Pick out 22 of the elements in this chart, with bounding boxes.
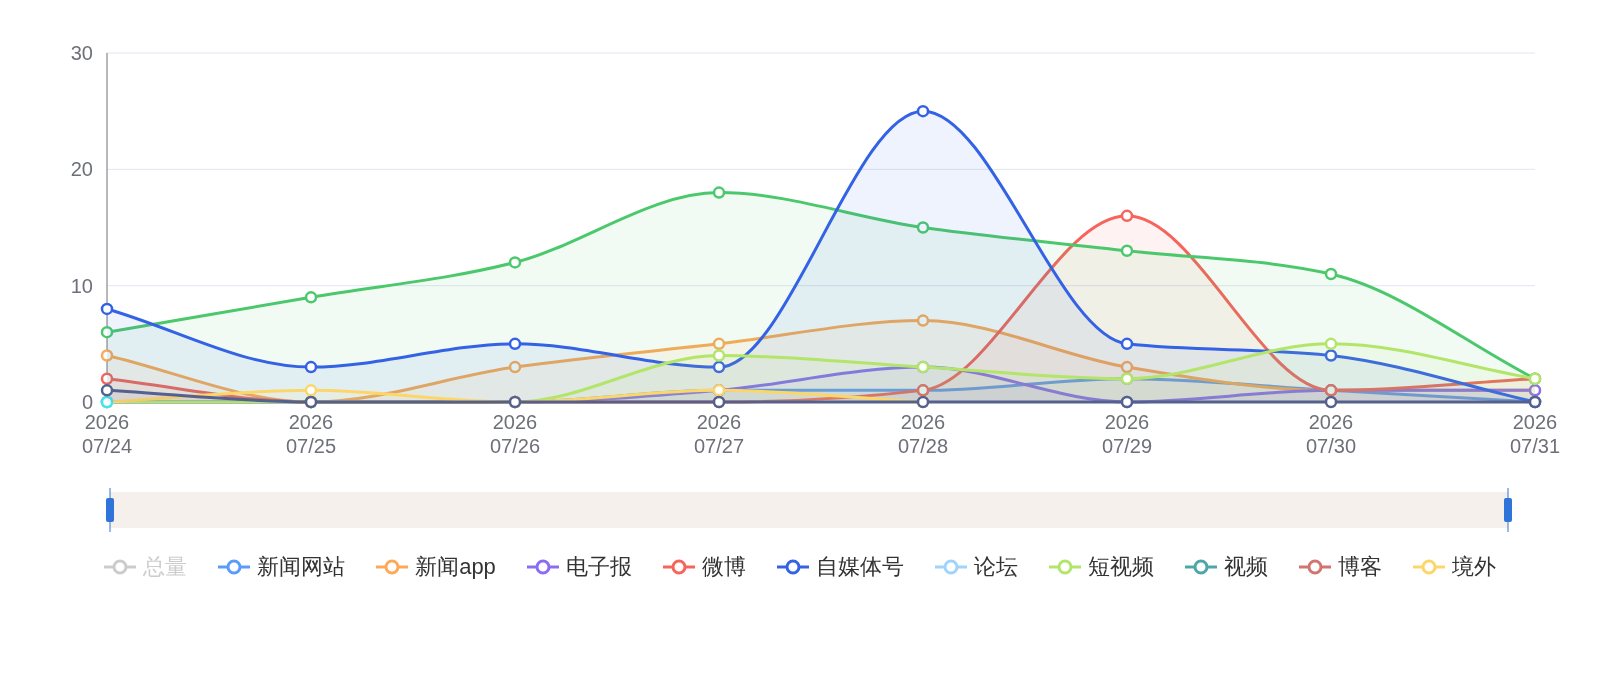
legend-label: 短视频 [1087,553,1154,581]
legend-label: 微博 [701,553,746,581]
x-tick-label: 2026 07/28 [897,411,949,457]
y-tick-label: 10 [70,274,93,297]
legend-label: 视频 [1223,553,1268,581]
x-tick-label: 2026 07/29 [1101,411,1153,457]
x-tick-label: 2026 07/24 [81,411,133,457]
legend-label: 境外 [1451,553,1496,581]
y-tick-label: 0 [81,391,93,413]
y-tick-label: 30 [70,42,93,64]
x-tick-label: 2026 07/30 [1305,411,1357,457]
x-tick-label: 2026 07/26 [489,411,541,457]
x-tick-label: 2026 07/25 [285,411,337,457]
x-tick-label: 2026 07/31 [1509,411,1561,457]
y-tick-label: 20 [70,158,93,181]
legend-label: 博客 [1337,553,1382,581]
legend-label: 新闻网站 [257,553,346,581]
legend-label: 电子报 [565,553,632,581]
legend-label: 论坛 [973,553,1018,581]
legend-label: 新闻app [415,553,496,581]
legend-label: 自媒体号 [815,553,904,581]
x-tick-label: 2026 07/27 [693,411,745,457]
